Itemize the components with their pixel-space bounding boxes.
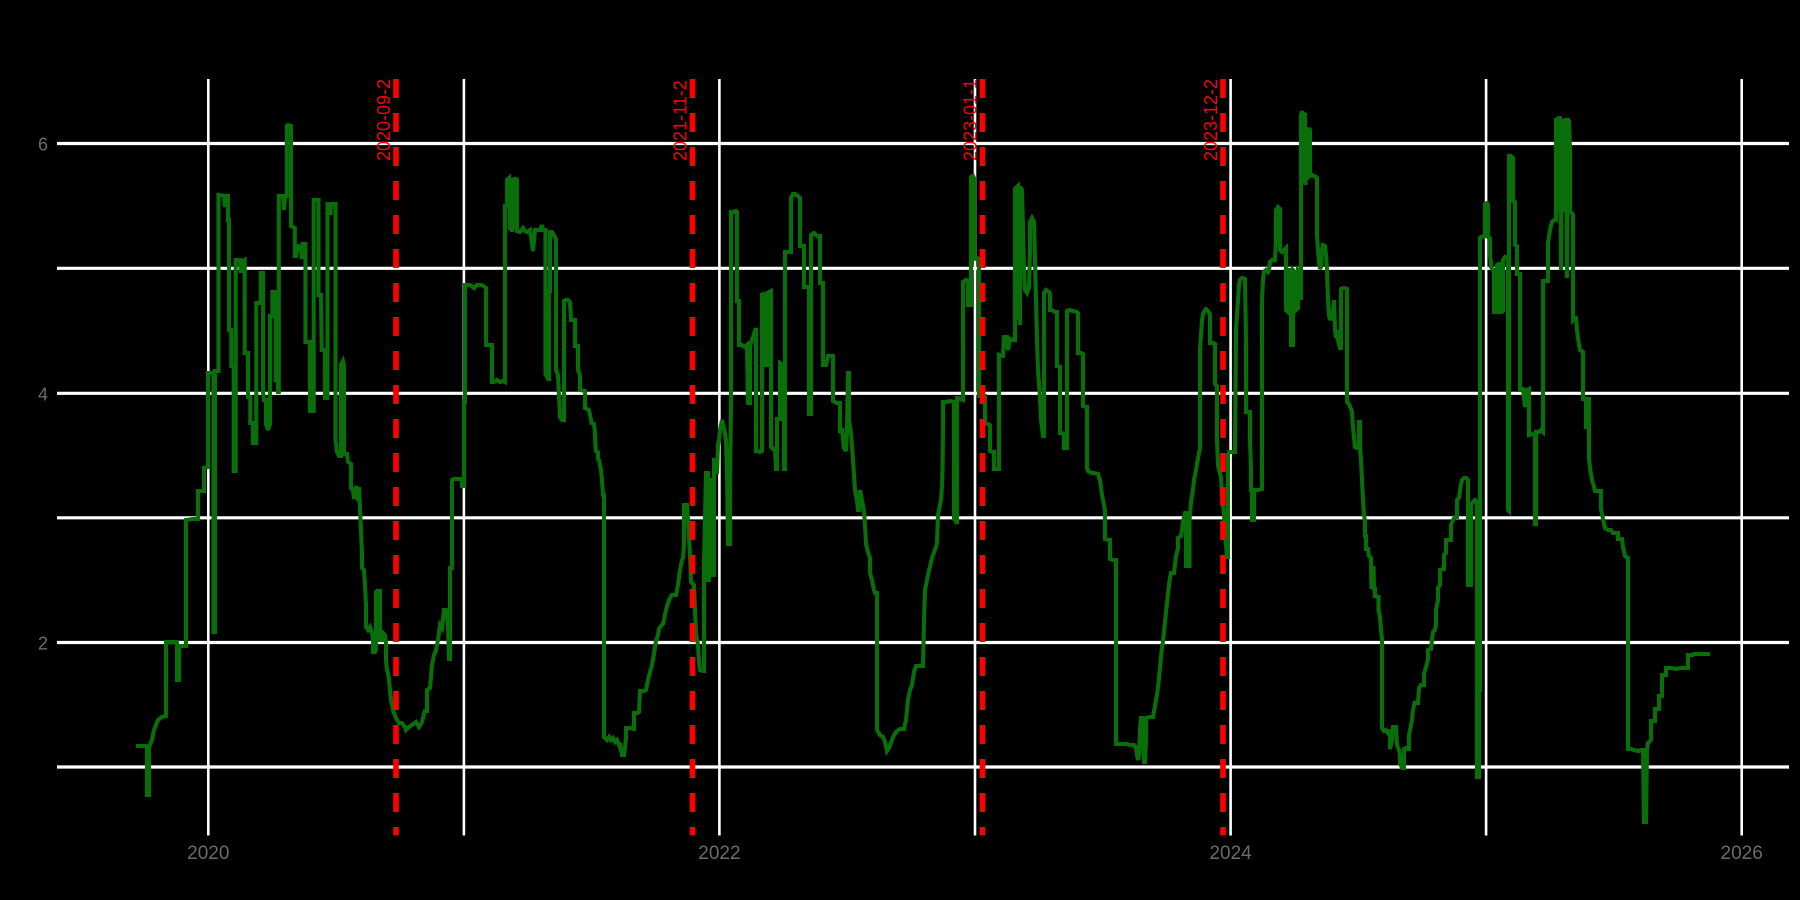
svg-text:2020-09-2: 2020-09-2 bbox=[374, 79, 394, 161]
svg-text:2026: 2026 bbox=[1721, 843, 1763, 864]
svg-text:2020: 2020 bbox=[187, 843, 229, 864]
svg-text:2022: 2022 bbox=[698, 843, 740, 864]
svg-text:2: 2 bbox=[38, 634, 48, 654]
svg-text:2023-01-1: 2023-01-1 bbox=[961, 79, 981, 161]
svg-text:6: 6 bbox=[38, 135, 48, 155]
svg-text:4: 4 bbox=[38, 384, 48, 404]
svg-text:2021-11-2: 2021-11-2 bbox=[671, 80, 691, 161]
svg-text:2024: 2024 bbox=[1209, 843, 1252, 864]
svg-text:2023-12-2: 2023-12-2 bbox=[1201, 79, 1221, 161]
